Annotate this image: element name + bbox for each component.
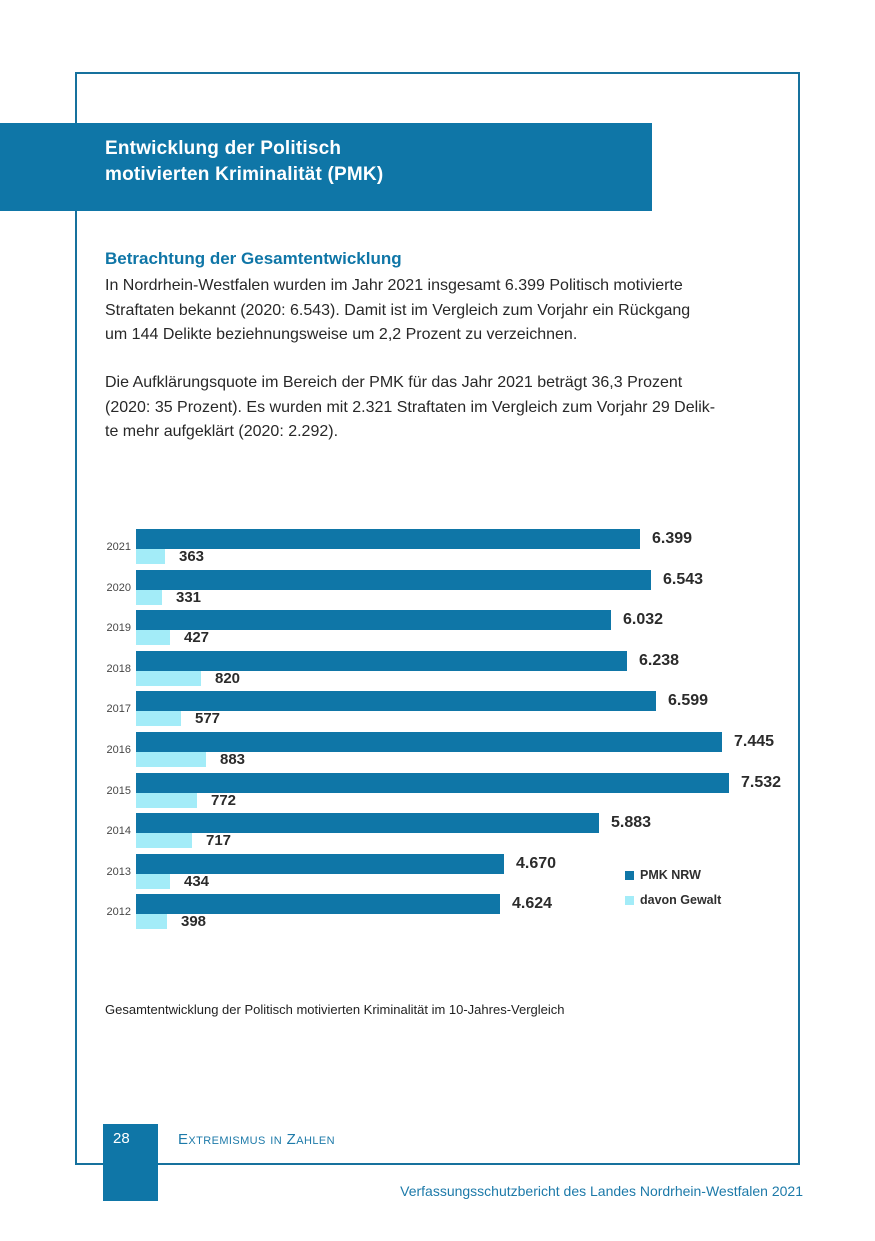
bar-pmk-2016 — [136, 732, 722, 752]
legend-label-davon-gewalt: davon Gewalt — [640, 893, 722, 907]
body-paragraph-2: Die Aufklärungsquote im Bereich der PMK … — [105, 374, 716, 440]
value-pmk-2014: 5.883 — [611, 814, 652, 831]
value-gewalt-2013: 434 — [184, 873, 210, 890]
chart-row-2021: 2021 6.399 363 — [0, 529, 875, 569]
bar-gewalt-2012 — [136, 914, 167, 929]
page-number-box: 28 — [103, 1124, 158, 1201]
footer-report-title: Verfassungsschutzbericht des Landes Nord… — [400, 1183, 803, 1199]
chart-row-2016: 2016 7.445 883 — [0, 732, 875, 772]
chart-row-2012: 2012 4.624 398 — [0, 894, 875, 934]
value-pmk-2016: 7.445 — [734, 733, 775, 750]
bar-gewalt-2017 — [136, 711, 181, 726]
chart-row-2015: 2015 7.532 772 — [0, 773, 875, 813]
value-gewalt-2021: 363 — [179, 548, 205, 565]
chart-caption: Gesamtentwicklung der Politisch motivier… — [105, 1002, 565, 1017]
year-label-2013: 2013 — [106, 866, 131, 878]
year-label-2021: 2021 — [106, 541, 131, 553]
value-gewalt-2019: 427 — [184, 629, 210, 646]
value-pmk-2021: 6.399 — [652, 530, 693, 547]
page-number: 28 — [113, 1130, 130, 1147]
chart-row-2014: 2014 5.883 717 — [0, 813, 875, 853]
value-gewalt-2018: 820 — [215, 670, 241, 687]
footer-section-title: Extremismus in Zahlen — [178, 1131, 335, 1148]
bar-gewalt-2013 — [136, 874, 170, 889]
bar-pmk-2015 — [136, 773, 729, 793]
year-label-2018: 2018 — [106, 663, 131, 675]
bar-pmk-2014 — [136, 813, 599, 833]
legend-item-pmk-nrw: PMK NRW — [625, 866, 701, 884]
value-pmk-2012: 4.624 — [512, 895, 553, 912]
year-label-2017: 2017 — [106, 703, 131, 715]
year-label-2016: 2016 — [106, 744, 131, 756]
legend-swatch-pmk-nrw — [625, 871, 634, 880]
value-gewalt-2016: 883 — [220, 751, 246, 768]
bar-pmk-2012 — [136, 894, 500, 914]
year-label-2012: 2012 — [106, 906, 131, 918]
bar-gewalt-2016 — [136, 752, 206, 767]
bar-gewalt-2018 — [136, 671, 201, 686]
legend-swatch-davon-gewalt — [625, 896, 634, 905]
bar-gewalt-2015 — [136, 793, 197, 808]
value-gewalt-2017: 577 — [195, 710, 221, 727]
chapter-banner: Entwicklung der Politisch motivierten Kr… — [0, 123, 652, 211]
value-gewalt-2014: 717 — [206, 832, 232, 849]
bar-pmk-2019 — [136, 610, 611, 630]
pmk-chart: 2021 6.399 363 2020 6.543 331 2019 6.032 427 2018… — [0, 529, 875, 930]
year-label-2015: 2015 — [106, 785, 131, 797]
section-heading: Betrachtung der Gesamtentwicklung — [105, 249, 402, 268]
value-gewalt-2012: 398 — [181, 913, 207, 930]
chart-row-2013: 2013 4.670 434 — [0, 854, 875, 894]
bar-pmk-2018 — [136, 651, 627, 671]
bar-gewalt-2021 — [136, 549, 165, 564]
chart-row-2020: 2020 6.543 331 — [0, 570, 875, 610]
value-pmk-2019: 6.032 — [623, 611, 664, 628]
chart-row-2017: 2017 6.599 577 — [0, 691, 875, 731]
value-pmk-2013: 4.670 — [516, 855, 557, 872]
legend-item-davon-gewalt: davon Gewalt — [625, 891, 721, 909]
bar-pmk-2021 — [136, 529, 640, 549]
bar-gewalt-2014 — [136, 833, 192, 848]
value-gewalt-2015: 772 — [211, 792, 237, 809]
body-paragraph-1: In Nordrhein-Westfalen wurden im Jahr 20… — [105, 277, 691, 343]
year-label-2019: 2019 — [106, 622, 131, 634]
chart-row-2018: 2018 6.238 820 — [0, 651, 875, 691]
value-pmk-2017: 6.599 — [668, 692, 709, 709]
chapter-title: Entwicklung der Politisch motivierten Kr… — [105, 138, 384, 185]
value-pmk-2018: 6.238 — [639, 652, 680, 669]
bar-gewalt-2020 — [136, 590, 162, 605]
chart-row-2019: 2019 6.032 427 — [0, 610, 875, 650]
value-gewalt-2020: 331 — [176, 589, 202, 606]
year-label-2014: 2014 — [106, 825, 131, 837]
legend-label-pmk-nrw: PMK NRW — [640, 868, 701, 882]
value-pmk-2020: 6.543 — [663, 571, 704, 588]
value-pmk-2015: 7.532 — [741, 774, 782, 791]
bar-pmk-2020 — [136, 570, 651, 590]
bar-gewalt-2019 — [136, 630, 170, 645]
page-border-frame — [75, 72, 800, 1165]
year-label-2020: 2020 — [106, 582, 131, 594]
bar-pmk-2013 — [136, 854, 504, 874]
bar-pmk-2017 — [136, 691, 656, 711]
